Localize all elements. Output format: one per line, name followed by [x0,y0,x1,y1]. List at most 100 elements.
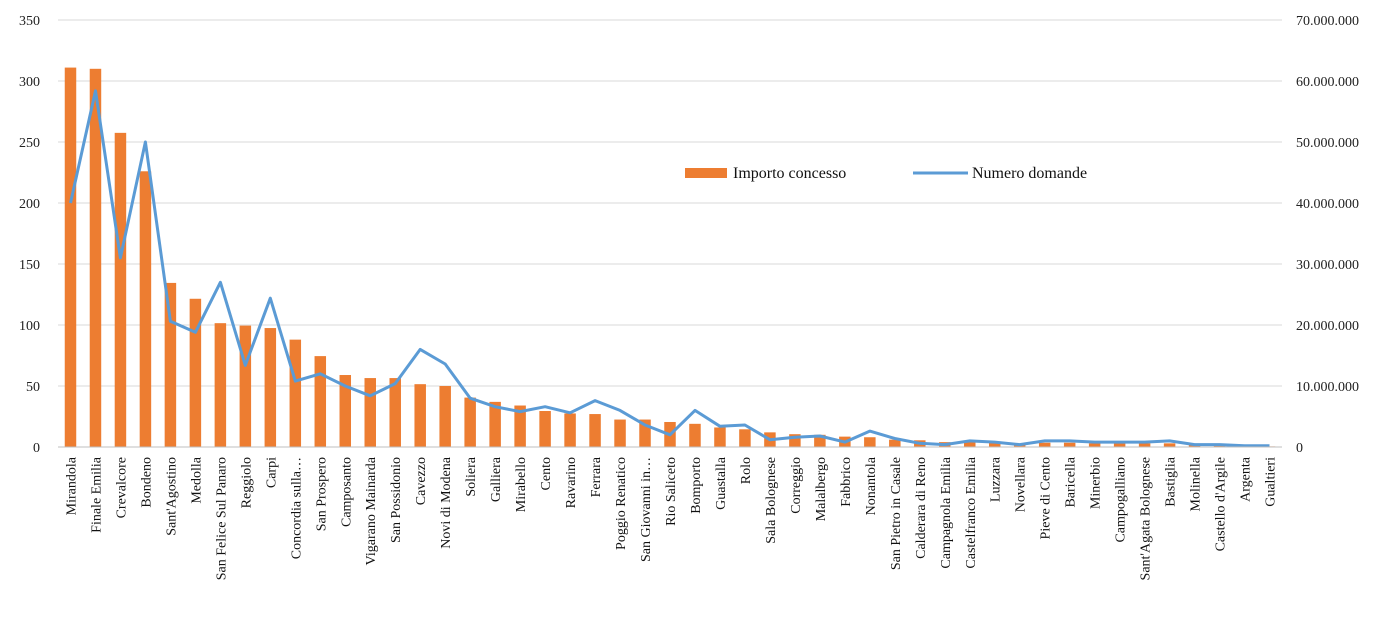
category-label: Calderara di Reno [914,457,929,559]
category-label: Castelfranco Emilia [964,456,979,568]
left-tick-label: 350 [19,14,40,29]
bar [339,375,352,447]
right-tick-label: 50.000.000 [1296,136,1359,151]
bar [864,437,876,447]
category-label: Sant'Agostino [164,457,179,536]
left-tick-label: 200 [19,197,40,212]
category-label: Campagnola Emilia [939,456,954,568]
category-label: Sala Bolognese [764,457,779,544]
bar [314,356,327,447]
category-labels: Mirandola Finale Emilia Crevalcore Bondeno S… [64,456,1278,580]
bar [189,298,202,447]
bar [739,429,751,447]
category-label: Rolo [739,457,754,484]
bar [414,384,426,447]
category-label: Vigarano Mainarda [364,456,379,565]
category-label: San Giovanni in… [639,457,654,562]
category-label: San Prospero [314,457,329,531]
category-label: Argenta [1239,456,1254,502]
category-label: Rio Saliceto [664,457,679,526]
left-tick-label: 250 [19,136,40,151]
bar [139,171,152,447]
gridlines [58,19,1282,387]
category-label: Sant'Agata Bolognese [1139,457,1154,580]
bar [489,401,501,447]
bar [614,419,626,447]
bar [389,378,401,447]
bar [1063,442,1076,447]
bar [239,325,252,447]
category-label: Bondeno [139,457,154,508]
category-label: Guastalla [714,456,729,510]
bar [1113,443,1126,447]
bar [814,434,826,447]
category-label: Luzzara [989,456,1004,502]
category-label: Cavezzo [414,457,429,505]
category-label: Novellara [1014,456,1029,512]
bar [514,405,526,447]
category-label: Pieve di Cento [1039,457,1054,539]
bar [714,427,726,447]
category-label: Ravarino [564,457,579,508]
category-label: Reggiolo [239,457,254,508]
category-label: Soliera [464,456,479,496]
left-tick-label: 100 [19,319,40,334]
category-label: Fabbrico [839,457,854,507]
bar [539,411,551,447]
right-axis-ticks: 0 10.000.000 20.000.000 30.000.000 40.000.00… [1296,14,1359,456]
category-label: Campogalliano [1114,457,1129,543]
category-label: Bomporto [689,457,704,514]
right-tick-label: 0 [1296,441,1303,456]
category-label: Finale Emilia [89,456,104,533]
bar [64,67,77,447]
category-label: Poggio Renatico [614,457,629,550]
bar [964,442,976,447]
bar [364,378,376,447]
bar [789,434,801,447]
bar [1038,442,1051,447]
category-label: Mirandola [64,456,79,515]
category-label: Baricella [1064,456,1079,507]
legend-label-importo-concesso: Importo concesso [733,165,846,182]
right-tick-label: 30.000.000 [1296,258,1359,273]
category-label: Gualtieri [1264,457,1279,507]
bar [1163,443,1176,447]
category-label: San Pietro in Casale [889,457,904,570]
category-label: Carpi [264,457,279,488]
bar [264,328,277,447]
bar [564,413,576,447]
category-label: Nonantola [864,456,879,515]
right-tick-label: 20.000.000 [1296,319,1359,334]
right-tick-label: 60.000.000 [1296,75,1359,90]
category-label: Castello d'Argile [1214,457,1229,551]
category-label: Galliera [489,456,504,502]
bar [988,442,1001,447]
right-tick-label: 10.000.000 [1296,380,1359,395]
bar [689,423,701,447]
legend: Importo concesso Numero domande [685,165,1087,182]
category-label: Ferrara [589,456,604,497]
bar [114,132,127,447]
category-label: Bastiglia [1164,456,1179,507]
series-line [69,89,1270,448]
category-label: Cento [539,457,554,490]
bar [1088,443,1101,447]
bar [439,386,451,447]
category-label: Malalbergo [814,457,829,521]
category-label: Mirabello [514,457,529,512]
left-tick-label: 0 [33,441,40,456]
right-tick-label: 70.000.000 [1296,14,1359,29]
category-label: Correggio [789,457,804,514]
bar [889,439,901,447]
bar [464,397,476,447]
right-tick-label: 40.000.000 [1296,197,1359,212]
legend-label-numero-domande: Numero domande [972,165,1087,182]
bar [1138,443,1151,447]
left-tick-label: 300 [19,75,40,90]
category-label: Crevalcore [114,457,129,518]
category-label: San Felice Sul Panaro [214,457,229,580]
left-tick-label: 150 [19,258,40,273]
bar [164,282,177,447]
category-label: Camposanto [339,457,354,527]
